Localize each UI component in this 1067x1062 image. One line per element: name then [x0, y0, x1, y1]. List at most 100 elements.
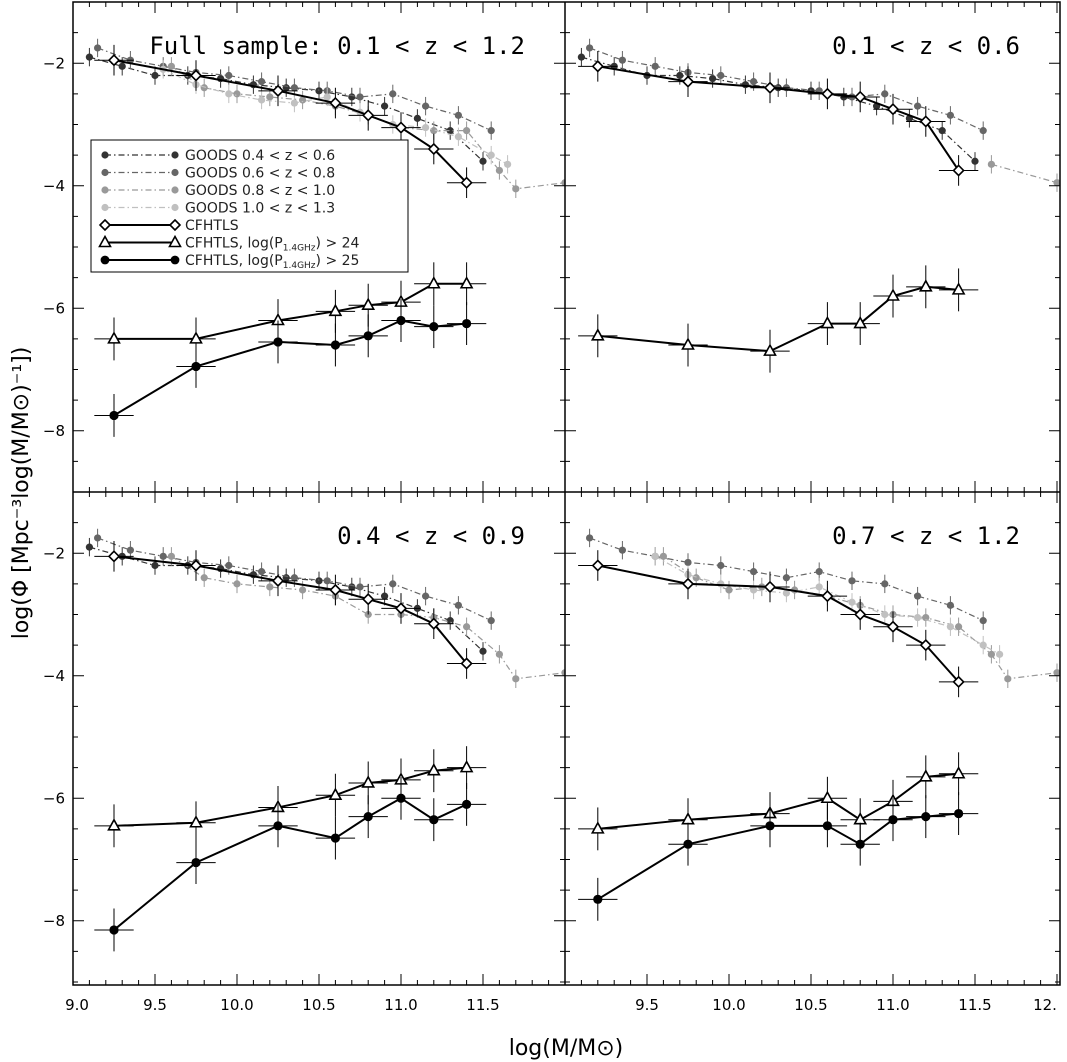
- series-goods4-point: [225, 90, 233, 98]
- series-goods3-point: [200, 574, 208, 582]
- series-p25-point: [109, 925, 119, 935]
- x-tick-label: 9.5: [143, 996, 167, 1014]
- series-goods4-point: [996, 650, 1004, 658]
- series-goods2-point: [159, 552, 167, 560]
- series-goods3-point: [692, 574, 700, 582]
- series-goods3-point: [495, 650, 503, 658]
- series-p24-line: [113, 766, 467, 827]
- series-goods4-point: [258, 96, 266, 104]
- text-layer: Full sample: 0.1 < z < 1.2 −2 −4 −6 −8 0.1 < …: [9, 32, 1057, 1061]
- series-goods3-point: [1053, 179, 1060, 187]
- series-goods2-point: [487, 127, 495, 135]
- series-cfhtls-point: [919, 115, 932, 128]
- series-cfhtls-point: [107, 54, 121, 67]
- legend-marker: [168, 234, 182, 248]
- series-cfhtls-point: [952, 675, 965, 689]
- series-p25-point: [396, 315, 406, 326]
- series-goods2-point: [782, 574, 791, 582]
- series-p24-point: [853, 315, 868, 329]
- series-cfhtls-point: [591, 60, 604, 73]
- series-goods1-point: [118, 62, 126, 70]
- series-goods4-point: [323, 93, 331, 101]
- series-goods3-point: [561, 669, 565, 677]
- series-goods4-point: [815, 583, 823, 591]
- series-goods4-line: [654, 555, 1000, 655]
- series-cfhtls-point: [821, 87, 834, 101]
- series-p24-point: [107, 818, 121, 831]
- series-p24-point: [951, 766, 966, 779]
- series-goods2-point: [323, 577, 331, 585]
- series-goods2-point: [258, 78, 266, 86]
- series-p24-point: [361, 297, 376, 310]
- series-goods1-point: [381, 592, 389, 600]
- series-cfhtls-point: [821, 589, 834, 603]
- series-goods3-point: [512, 675, 520, 683]
- series-goods1-point: [315, 87, 323, 95]
- series-p25-point: [191, 857, 201, 868]
- series-goods2-point: [946, 601, 955, 609]
- series-goods4-point: [782, 589, 791, 597]
- series-goods1-point: [446, 617, 454, 625]
- series-goods2-point: [290, 84, 298, 92]
- series-p24-point: [820, 790, 835, 804]
- legend-marker: [101, 151, 109, 159]
- series-goods3-point: [167, 62, 175, 70]
- series-goods2-point: [225, 71, 233, 80]
- legend-marker: [170, 255, 180, 265]
- series-goods2-point: [717, 71, 725, 80]
- series-p25-point: [363, 331, 373, 341]
- x-tick-label: 11.5: [958, 996, 991, 1014]
- panel-1: [85, 38, 565, 437]
- series-cfhtls-point: [427, 617, 440, 630]
- legend-label: GOODS 0.6 < z < 0.8: [185, 166, 335, 182]
- series-p24-point: [590, 328, 605, 341]
- series-cfhtls-point: [854, 608, 867, 621]
- series-p25-point: [888, 815, 898, 825]
- y-axis-title: log(Φ [Mpc⁻³log(M/M⊙)⁻¹]): [9, 347, 34, 640]
- y-tick-label: −4: [43, 667, 65, 685]
- panel-title: 0.4 < z < 0.9: [337, 522, 525, 550]
- series-p25-line: [113, 319, 467, 417]
- series-p24-point: [681, 337, 695, 350]
- series-goods3-point: [987, 650, 996, 658]
- series-goods1-point: [151, 71, 159, 80]
- legend-label-text: GOODS 1.0 < z < 1.3: [185, 201, 335, 217]
- series-p24-point: [820, 315, 835, 329]
- series-p25-point: [462, 318, 472, 329]
- series-goods2-point: [454, 601, 462, 609]
- series-goods2-point: [422, 592, 430, 600]
- series-goods2-point: [881, 580, 889, 588]
- series-goods2-point: [258, 568, 266, 576]
- y-tick-label: −6: [43, 299, 65, 317]
- series-p25-line: [597, 812, 959, 901]
- series-p25-point: [273, 337, 283, 347]
- legend-marker: [168, 218, 182, 232]
- legend-label-text: CFHTLS, log(P: [185, 253, 283, 269]
- series-cfhtls-point: [362, 109, 375, 122]
- x-axis-title: log(M/M⊙): [509, 1036, 624, 1061]
- series-goods2-point: [750, 78, 758, 86]
- series-p24-point: [951, 282, 966, 295]
- series-cfhtls-point: [460, 176, 473, 189]
- legend-marker: [98, 234, 112, 248]
- series-cfhtls-point: [362, 593, 375, 606]
- series-goods4-point: [290, 99, 298, 107]
- series-goods3-point: [1004, 675, 1012, 683]
- series-goods4-point: [487, 151, 495, 159]
- series-cfhtls-point: [329, 583, 342, 597]
- series-cfhtls-point: [591, 559, 604, 572]
- series-goods2-point: [487, 617, 495, 625]
- series-p24-point: [853, 812, 868, 825]
- series-goods2-point: [848, 577, 856, 585]
- series-goods3-point: [463, 623, 471, 631]
- series-goods2-point: [914, 102, 922, 110]
- series-p24-point: [107, 331, 121, 344]
- series-p24-point: [590, 821, 605, 834]
- series-cfhtls-point: [460, 657, 473, 670]
- x-tick-label: 10.5: [302, 996, 335, 1014]
- series-cfhtls-point: [107, 550, 121, 563]
- y-tick-label: −8: [43, 422, 65, 440]
- series-goods2-point: [454, 111, 462, 119]
- series-p25-point: [462, 799, 472, 809]
- series-goods1-point: [741, 81, 750, 89]
